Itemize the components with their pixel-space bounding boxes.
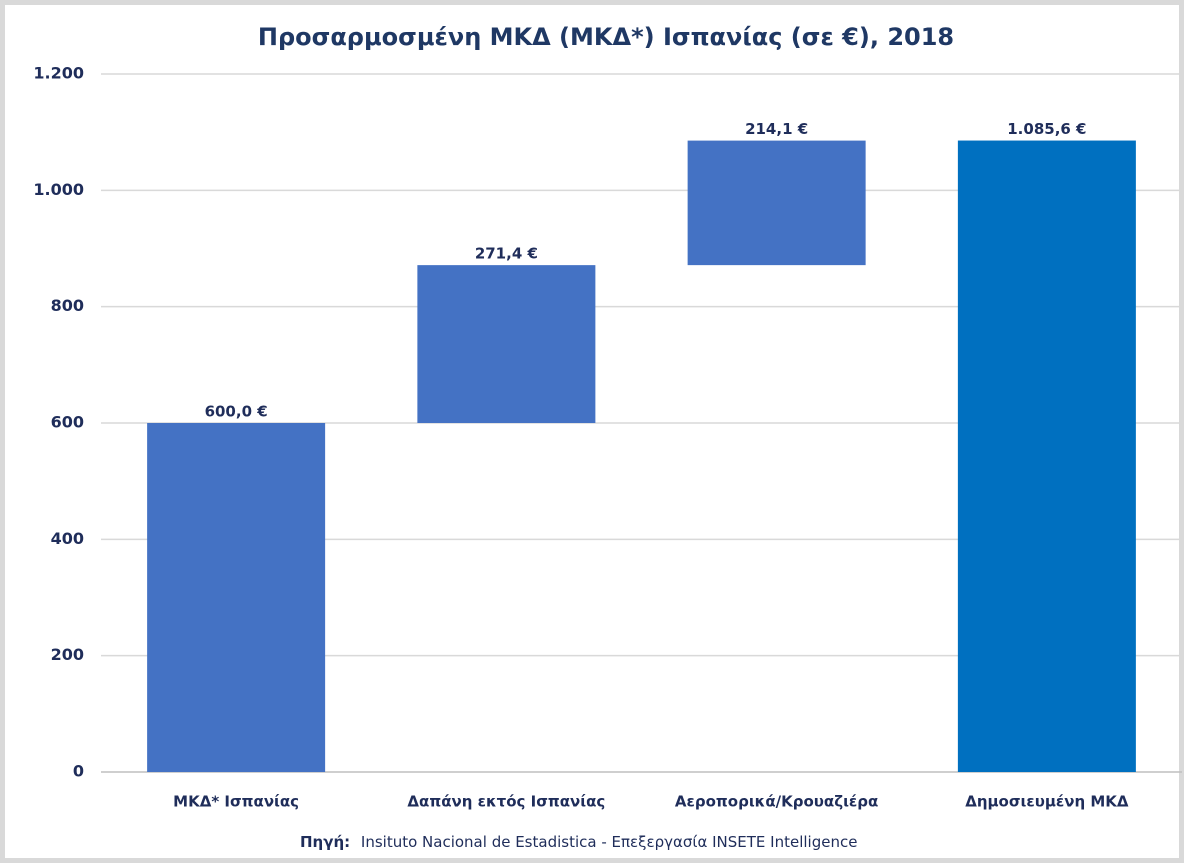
x-tick-label: Δημοσιευμένη ΜΚΔ xyxy=(965,793,1129,811)
y-tick-label: 0 xyxy=(73,762,84,781)
source-text: Insituto Nacional de Estadistica - Επεξε… xyxy=(361,833,858,851)
chart-title: Προσαρμοσμένη ΜΚΔ (ΜΚΔ*) Ισπανίας (σε €)… xyxy=(258,23,954,51)
x-tick-label: Δαπάνη εκτός Ισπανίας xyxy=(407,793,605,811)
source-label: Πηγή: xyxy=(300,833,350,851)
y-tick-label: 200 xyxy=(51,645,84,664)
y-tick-label: 1.200 xyxy=(33,64,84,83)
bar xyxy=(687,140,866,266)
bar xyxy=(147,423,326,772)
y-tick-label: 600 xyxy=(51,413,84,432)
value-label: 271,4 € xyxy=(475,245,538,263)
y-tick-label: 1.000 xyxy=(33,180,84,199)
value-label: 214,1 € xyxy=(745,120,808,138)
y-tick-label: 800 xyxy=(51,296,84,315)
value-label: 600,0 € xyxy=(205,403,268,421)
source: Πηγή: Insituto Nacional de Estadistica -… xyxy=(300,833,857,851)
x-tick-label: ΜΚΔ* Ισπανίας xyxy=(173,793,299,811)
bar xyxy=(417,265,596,423)
y-tick-label: 400 xyxy=(51,529,84,548)
x-tick-label: Αεροπορικά/Κρουαζιέρα xyxy=(675,793,878,811)
bar xyxy=(957,140,1136,772)
value-label: 1.085,6 € xyxy=(1007,120,1086,138)
